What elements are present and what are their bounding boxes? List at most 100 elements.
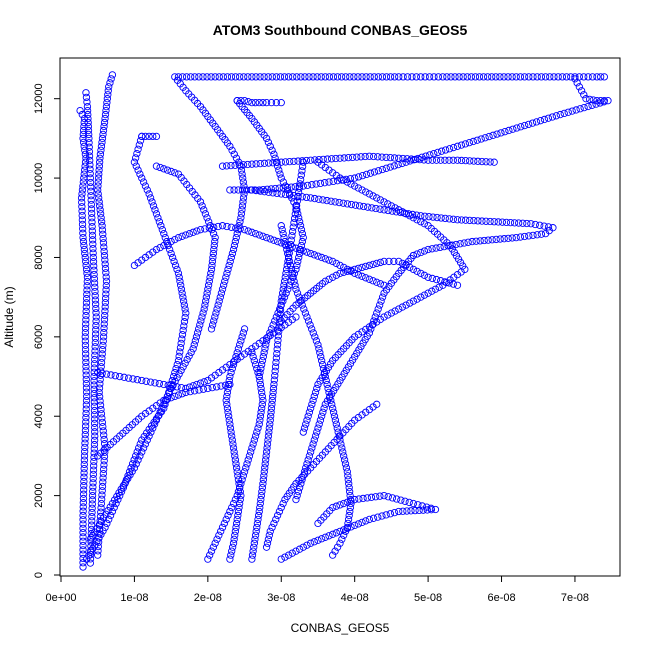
data-point xyxy=(412,73,421,81)
data-point xyxy=(91,347,99,355)
data-point xyxy=(550,73,558,81)
data-point xyxy=(380,289,388,297)
data-point xyxy=(455,73,463,81)
data-point xyxy=(211,313,219,321)
data-point xyxy=(409,297,418,305)
data-point xyxy=(354,520,363,528)
data-point xyxy=(149,202,158,210)
data-point xyxy=(532,118,541,126)
data-point xyxy=(271,363,280,371)
data-point xyxy=(273,189,281,198)
data-point xyxy=(85,143,93,151)
data-point xyxy=(236,73,244,81)
data-point xyxy=(317,535,326,543)
data-point xyxy=(252,527,260,535)
data-point xyxy=(82,93,91,102)
data-point xyxy=(464,238,472,246)
data-point xyxy=(210,317,218,325)
data-point xyxy=(409,214,418,222)
data-point xyxy=(331,547,339,555)
data-point xyxy=(227,253,235,262)
data-point xyxy=(252,73,260,81)
x-tick-label: 3e-08 xyxy=(267,592,295,604)
data-point xyxy=(102,269,110,277)
data-point xyxy=(265,428,273,436)
data-point xyxy=(264,138,273,147)
data-point xyxy=(239,174,247,182)
data-point xyxy=(79,533,87,541)
data-point xyxy=(287,265,296,274)
data-point xyxy=(306,156,315,164)
data-point xyxy=(233,468,241,476)
data-point xyxy=(145,190,153,198)
data-point xyxy=(86,161,94,169)
data-point xyxy=(365,405,374,414)
data-point xyxy=(494,218,502,226)
y-tick-label: 4000 xyxy=(33,404,45,428)
data-point xyxy=(358,73,366,81)
data-point xyxy=(273,162,282,170)
data-point xyxy=(438,147,446,155)
data-point xyxy=(250,357,258,365)
data-point xyxy=(453,271,462,279)
data-point xyxy=(98,482,107,491)
data-point xyxy=(484,73,492,81)
data-point xyxy=(292,265,300,274)
data-point xyxy=(271,372,279,380)
data-point xyxy=(220,519,229,528)
data-point xyxy=(580,91,588,99)
data-point xyxy=(402,301,410,309)
data-point xyxy=(133,149,141,158)
data-point xyxy=(90,262,98,270)
data-point xyxy=(285,281,294,289)
data-point xyxy=(406,299,414,307)
data-point xyxy=(332,259,340,268)
data-point xyxy=(211,539,219,547)
data-point xyxy=(492,235,500,244)
data-point xyxy=(155,218,164,226)
data-point xyxy=(79,225,87,233)
data-point xyxy=(395,507,403,516)
data-point xyxy=(88,209,96,218)
data-point xyxy=(420,156,428,164)
data-point xyxy=(254,515,262,524)
data-point xyxy=(80,452,89,460)
data-point xyxy=(204,281,213,289)
data-point xyxy=(384,493,392,501)
data-point xyxy=(417,248,425,257)
data-point xyxy=(85,139,93,147)
data-point xyxy=(294,193,302,201)
data-point xyxy=(373,194,381,202)
data-point xyxy=(94,368,102,377)
data-point xyxy=(413,250,421,258)
data-point xyxy=(86,535,95,543)
data-point xyxy=(79,541,87,550)
data-point xyxy=(91,351,99,359)
data-point xyxy=(102,370,111,378)
data-point xyxy=(449,215,458,223)
data-point xyxy=(390,162,398,170)
data-point xyxy=(303,248,311,256)
data-point xyxy=(174,357,183,365)
data-point xyxy=(429,213,437,221)
data-point xyxy=(195,73,203,81)
data-point xyxy=(85,130,93,139)
data-point xyxy=(513,124,521,132)
data-point xyxy=(99,474,107,482)
data-point xyxy=(314,341,322,349)
data-point xyxy=(372,493,380,501)
data-point xyxy=(368,204,376,212)
data-point xyxy=(267,408,275,416)
data-point xyxy=(95,384,104,392)
data-point xyxy=(391,307,399,315)
data-point xyxy=(84,122,93,131)
data-point xyxy=(327,396,335,404)
data-point xyxy=(219,73,227,81)
data-point xyxy=(176,277,184,285)
y-tick-label: 10000 xyxy=(33,163,45,194)
data-point xyxy=(141,132,150,141)
data-point xyxy=(337,73,346,81)
data-point xyxy=(96,202,104,210)
data-point xyxy=(91,528,99,536)
data-point xyxy=(449,156,457,164)
